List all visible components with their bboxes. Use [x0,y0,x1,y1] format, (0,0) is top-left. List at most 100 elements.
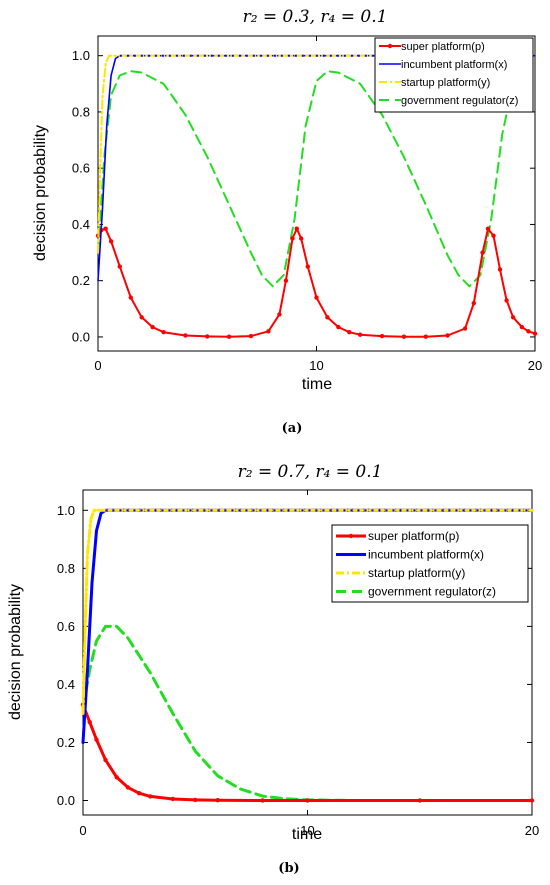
legend-label-3: government regulator(z) [368,585,496,599]
series-point [193,797,198,803]
series-point [248,333,254,339]
chart-panel-a: r₂ = 0.3, r₄ = 0.1 0.0 0.2 0.4 0.6 0.8 1.0 0 1… [32,7,542,436]
y-tick-label: 1.0 [72,48,90,63]
series-point [148,794,153,799]
series-point [347,330,352,335]
series-group [80,508,535,803]
series-point [462,326,468,331]
legend-label-1: incumbent platform(x) [368,548,484,562]
series-point [305,264,310,269]
y-tick-label: 0.6 [72,161,90,176]
legend-label-3: government regulator(z) [401,95,518,107]
series-point [103,757,108,763]
x-tick-label: 20 [525,823,539,838]
y-tick-label: 0.0 [57,793,75,808]
series-point [94,737,99,742]
series-point [183,333,188,338]
series-point [161,330,166,335]
series-point [125,785,131,790]
series-point [336,324,341,330]
series-point [260,798,265,803]
series-point [103,226,108,231]
series-line-3 [97,70,526,288]
chart-title: r₂ = 0.7, r₄ = 0.1 [238,462,383,482]
y-tick-label: 0.2 [72,273,90,288]
series-point [150,324,155,330]
x-tick-label: 10 [309,358,323,373]
series-point [504,298,509,303]
legend-label-2: startup platform(y) [368,566,465,580]
series-point [87,719,92,725]
series-point [491,233,496,238]
series-line-0 [81,703,534,802]
series-point [519,324,525,330]
series-point [480,250,485,255]
series-point [379,333,385,339]
legend-box [374,37,534,113]
series-point [445,333,450,338]
x-axis: 0 10 20 [79,490,539,838]
series-point [215,798,220,803]
series-point [294,226,299,231]
x-tick-label: 20 [528,358,542,373]
series-point [226,334,232,339]
series-line-3 [81,624,534,802]
legend-box [331,524,529,603]
series-point [114,775,119,780]
series-point [417,798,422,803]
y-axis-label: decision probability [32,125,49,261]
series-point [497,267,503,272]
legend-label-0: super platform(p) [368,529,459,543]
x-axis-label: time [292,826,322,843]
y-tick-label: 1.0 [57,503,75,518]
series-point [529,798,535,803]
legend-label-0: super platform(p) [401,41,485,53]
series-point [136,791,142,796]
panel-caption: (a) [282,421,303,436]
x-axis-label: time [302,376,332,393]
series-point [510,315,516,320]
series-line-2 [81,508,534,715]
y-tick-label: 0.8 [72,104,90,119]
x-axis: 0 10 20 [94,36,542,373]
x-tick-label: 10 [300,823,314,838]
legend-label-2: startup platform(y) [401,77,490,89]
x-tick-label: 0 [94,358,101,373]
panel-caption: (b) [278,861,299,876]
series-point [471,301,476,306]
series-point [128,295,133,300]
y-tick-label: 0.4 [72,217,90,232]
series-point [358,332,363,337]
series-point [205,334,210,339]
series-point [117,264,123,269]
series-point [423,334,428,339]
legend: super platform(p) incumbent platform(x) st… [331,524,529,603]
y-tick-label: 0.4 [57,677,75,692]
chart-panel-b: r₂ = 0.7, r₄ = 0.1 0.0 0.2 0.4 0.6 0.8 1.0 0 1… [7,462,539,876]
y-tick-label: 0.2 [57,735,75,750]
series-point [139,315,144,320]
series-point [290,236,295,241]
series-point [532,331,538,336]
chart-title: r₂ = 0.3, r₄ = 0.1 [243,7,388,27]
series-point [283,278,289,283]
series-line-0 [97,227,536,338]
series-point [108,239,114,244]
y-tick-label: 0.0 [72,329,90,344]
series-point [526,329,531,334]
series-line-2 [97,54,536,254]
series-point [485,226,491,231]
legend-marker [387,43,393,49]
series-point [401,334,407,339]
legend-label-1: incumbent platform(x) [401,59,507,71]
y-axis-label: decision probability [7,584,24,720]
series-point [170,796,175,802]
legend: super platform(p) incumbent platform(x) st… [374,37,534,113]
y-tick-label: 0.6 [57,619,75,634]
series-point [314,295,319,300]
y-axis: 0.0 0.2 0.4 0.6 0.8 1.0 [72,48,535,344]
series-point [305,798,310,803]
y-tick-label: 0.8 [57,561,75,576]
series-point [325,315,330,320]
